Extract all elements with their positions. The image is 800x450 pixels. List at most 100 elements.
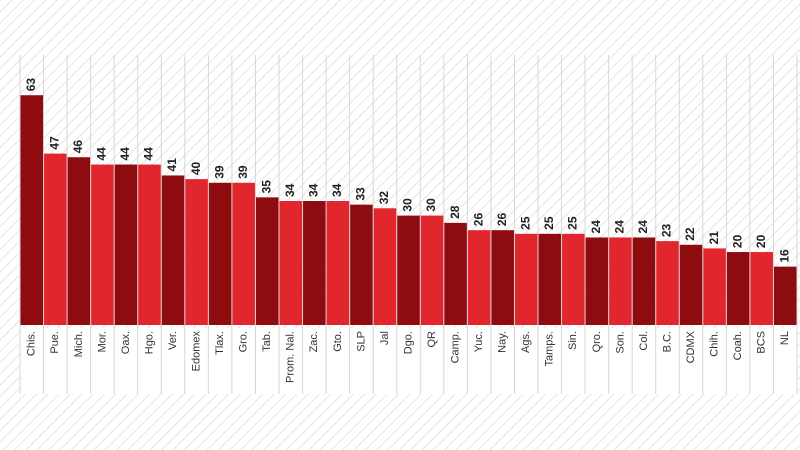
x-tick-label: Nay. xyxy=(497,331,509,353)
value-label: 34 xyxy=(330,183,344,197)
bar xyxy=(232,182,255,325)
x-tick-label: Jal xyxy=(379,331,391,345)
bar xyxy=(161,175,185,325)
x-tick-label: Hgo. xyxy=(143,331,155,354)
bar xyxy=(138,164,161,325)
value-label: 30 xyxy=(424,198,438,212)
label-band xyxy=(20,328,797,394)
value-label: 20 xyxy=(754,234,768,248)
bar xyxy=(703,248,726,325)
value-label: 22 xyxy=(683,227,697,241)
value-label: 20 xyxy=(730,234,744,248)
value-label: 35 xyxy=(259,180,273,194)
bar xyxy=(562,233,585,325)
value-label: 47 xyxy=(47,136,61,150)
x-tick-label: Yuc. xyxy=(473,331,485,352)
bar xyxy=(467,230,491,325)
value-label: 39 xyxy=(236,165,250,179)
bar xyxy=(514,233,538,325)
bar xyxy=(679,244,703,325)
bar xyxy=(326,201,350,325)
bar xyxy=(67,157,91,325)
bar xyxy=(750,252,773,325)
bar xyxy=(255,197,279,325)
bar xyxy=(420,215,444,325)
x-tick-label: Col. xyxy=(638,331,650,351)
x-tick-label: Gto. xyxy=(332,331,344,352)
x-tick-label: QR xyxy=(426,331,438,348)
bar xyxy=(632,237,656,325)
value-label: 28 xyxy=(448,205,462,219)
x-tick-label: Tlax. xyxy=(214,331,226,355)
bar xyxy=(350,204,373,325)
value-label: 33 xyxy=(354,187,368,201)
x-tick-label: Chih. xyxy=(708,331,720,357)
x-tick-label: Zac. xyxy=(308,331,320,352)
bar xyxy=(585,237,609,325)
x-tick-label: Qro. xyxy=(591,331,603,352)
x-tick-label: Camp. xyxy=(449,331,461,363)
value-label: 44 xyxy=(95,147,109,161)
x-tick-label: Gro. xyxy=(238,331,250,352)
bar xyxy=(208,182,232,325)
bar xyxy=(538,233,562,325)
bar xyxy=(397,215,420,325)
x-tick-label: Oax. xyxy=(120,331,132,354)
value-label: 26 xyxy=(471,213,485,227)
value-label: 25 xyxy=(565,216,579,230)
x-tick-label: Tamps. xyxy=(544,331,556,366)
bar xyxy=(114,164,138,325)
value-label: 16 xyxy=(777,249,791,263)
bar xyxy=(91,164,114,325)
value-label: 24 xyxy=(589,220,603,234)
value-label: 25 xyxy=(518,216,532,230)
x-tick-label: Tab. xyxy=(261,331,273,352)
bar xyxy=(656,241,679,325)
x-tick-label: Coah. xyxy=(732,331,744,360)
x-tick-label: NL xyxy=(779,331,791,345)
value-label: 44 xyxy=(118,147,132,161)
x-tick-label: Pue. xyxy=(49,331,61,354)
bar xyxy=(491,230,514,325)
bar xyxy=(279,201,303,325)
value-label: 41 xyxy=(165,158,179,172)
value-label: 46 xyxy=(71,140,85,154)
bar xyxy=(303,201,326,325)
x-tick-label: Mor. xyxy=(96,331,108,352)
value-label: 25 xyxy=(542,216,556,230)
x-tick-label: Son. xyxy=(614,331,626,354)
plot-area: Chis. 63 Pue. 47 Mich. 46 Mor. 44 Oax. 44 Hgo. 44 Ve… xyxy=(19,55,798,394)
value-label: 21 xyxy=(707,231,721,245)
x-tick-label: Mich. xyxy=(73,331,85,357)
x-tick-label: CDMX xyxy=(685,330,697,363)
value-label: 44 xyxy=(142,147,156,161)
bar xyxy=(773,266,797,325)
bar xyxy=(20,95,44,325)
value-label: 26 xyxy=(495,213,509,227)
value-label: 24 xyxy=(613,220,627,234)
x-tick-label: Sin. xyxy=(567,331,579,350)
x-tick-label: Chis. xyxy=(26,331,38,356)
bar xyxy=(726,252,750,325)
x-tick-label: BCS xyxy=(756,331,768,354)
x-tick-label: Ags. xyxy=(520,331,532,353)
bar xyxy=(444,222,467,325)
value-label: 34 xyxy=(306,183,320,197)
x-tick-label: Edomex xyxy=(190,331,202,372)
value-label: 39 xyxy=(212,165,226,179)
bar xyxy=(609,237,632,325)
bar xyxy=(373,208,397,325)
value-label: 34 xyxy=(283,183,297,197)
value-label: 63 xyxy=(24,78,38,92)
value-label: 30 xyxy=(401,198,415,212)
value-label: 32 xyxy=(377,191,391,205)
bar xyxy=(44,153,67,325)
x-tick-label: SLP xyxy=(355,331,367,352)
x-tick-label: B.C. xyxy=(661,331,673,352)
bar xyxy=(185,179,208,325)
x-tick-label: Dgo. xyxy=(402,331,414,354)
x-tick-label: Prom. Nal. xyxy=(285,331,297,383)
x-tick-label: Ver. xyxy=(167,331,179,350)
value-label: 23 xyxy=(660,223,674,237)
